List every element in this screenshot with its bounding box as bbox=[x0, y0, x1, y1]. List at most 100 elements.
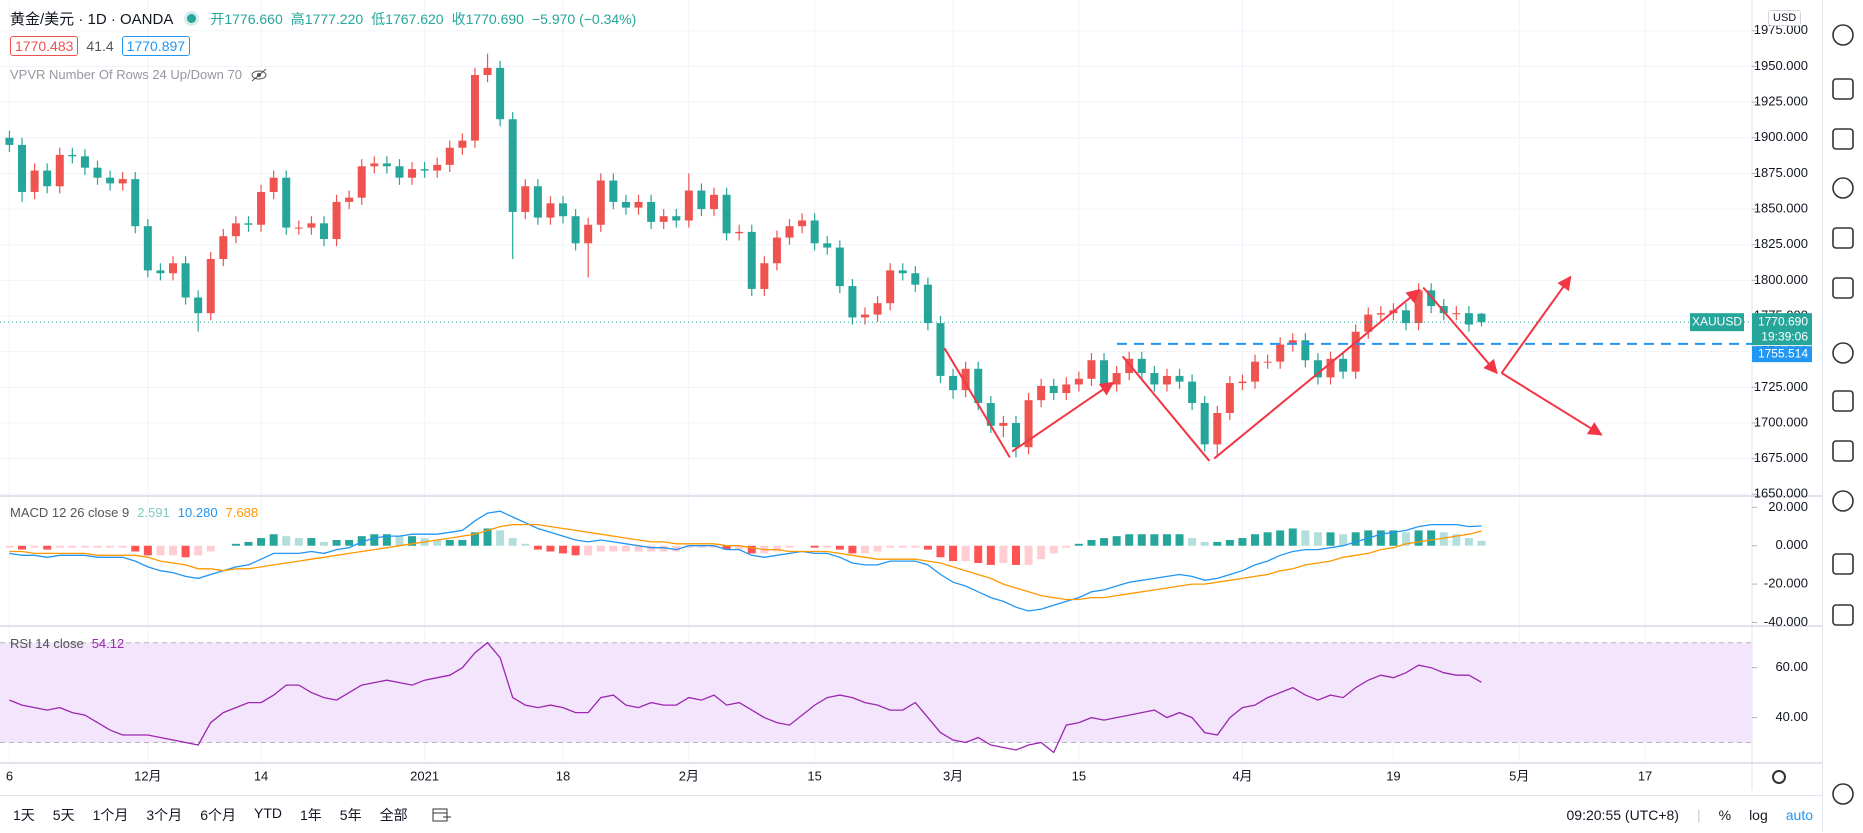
macd-histogram-bar bbox=[961, 545, 970, 562]
candle-body bbox=[508, 119, 517, 212]
sidebar-icon[interactable] bbox=[1832, 553, 1854, 575]
macd-histogram-bar bbox=[106, 545, 115, 548]
macd-histogram-bar bbox=[181, 545, 190, 558]
bid[interactable]: 1770.483 bbox=[10, 36, 79, 56]
candle-body bbox=[848, 286, 857, 318]
macd-histogram-bar bbox=[1376, 530, 1385, 546]
candle-body bbox=[257, 191, 266, 225]
level-tag-bg bbox=[1752, 346, 1812, 363]
candle-body bbox=[1376, 313, 1385, 315]
candle-body bbox=[986, 403, 995, 426]
ohlc: −5.970 (−0.34%) bbox=[531, 10, 637, 27]
macd-histogram-bar bbox=[5, 545, 14, 548]
range-button[interactable]: 1天 bbox=[13, 806, 35, 823]
sidebar-icon[interactable] bbox=[1832, 490, 1854, 512]
candle-body bbox=[546, 203, 555, 218]
y-tick-label: 1800.000 bbox=[1754, 272, 1808, 287]
candle-body bbox=[55, 154, 64, 187]
sidebar-icon[interactable] bbox=[1832, 604, 1854, 626]
range-button[interactable]: 5年 bbox=[339, 806, 362, 823]
macd-histogram-bar bbox=[1452, 534, 1461, 546]
macd-histogram-bar bbox=[521, 543, 530, 546]
macd-histogram-bar bbox=[206, 545, 215, 552]
auto-toggle[interactable]: auto bbox=[1785, 806, 1813, 823]
candle-body bbox=[1288, 340, 1297, 345]
candle-body bbox=[1150, 373, 1159, 385]
macd-histogram-bar bbox=[55, 545, 64, 548]
macd-histogram-bar bbox=[319, 541, 328, 546]
macd-histogram-bar bbox=[1024, 545, 1033, 565]
candle-body bbox=[445, 147, 454, 165]
candle-body bbox=[798, 220, 807, 227]
candle-body bbox=[80, 156, 89, 168]
macd-histogram-bar bbox=[533, 545, 542, 550]
range-button[interactable]: 6个月 bbox=[200, 806, 236, 823]
candle-body bbox=[231, 223, 240, 237]
y-tick-label: 1950.000 bbox=[1754, 58, 1808, 73]
macd-histogram-bar bbox=[18, 545, 27, 550]
sidebar-icon[interactable] bbox=[1832, 277, 1854, 299]
candle-body bbox=[1175, 375, 1184, 382]
goto-icon[interactable] bbox=[431, 806, 453, 824]
y-tick-label: 1650.000 bbox=[1754, 486, 1808, 501]
arrow bbox=[1011, 381, 1115, 453]
candle-body bbox=[5, 137, 14, 145]
candle-body bbox=[156, 270, 165, 274]
candle-body bbox=[370, 163, 379, 167]
sidebar-icon[interactable] bbox=[1832, 390, 1854, 412]
sidebar-icon[interactable] bbox=[1832, 342, 1854, 364]
range-button[interactable]: 3个月 bbox=[146, 806, 183, 823]
macd-histogram-bar bbox=[785, 545, 794, 548]
annotation-arrows bbox=[943, 275, 1603, 462]
quote-row: 1770.483 41.4 1770.897 bbox=[10, 36, 191, 56]
sidebar-icon[interactable] bbox=[1832, 128, 1854, 150]
candle-body bbox=[168, 263, 177, 274]
log-toggle[interactable]: log bbox=[1749, 806, 1768, 823]
candle-body bbox=[357, 166, 366, 198]
macd-histogram-bar bbox=[886, 545, 895, 548]
sidebar-icon[interactable] bbox=[1832, 227, 1854, 249]
x-tick-label: 4月 bbox=[1232, 768, 1252, 783]
macd-histogram-bar bbox=[1125, 534, 1134, 546]
range-button[interactable]: YTD bbox=[253, 804, 282, 821]
candle-body bbox=[294, 227, 303, 229]
sidebar-icon[interactable] bbox=[1832, 440, 1854, 462]
candle-body bbox=[483, 67, 492, 76]
macd-histogram-bar bbox=[345, 539, 354, 546]
sidebar-icon[interactable] bbox=[1832, 177, 1854, 199]
sidebar-icon[interactable] bbox=[1832, 78, 1854, 100]
x-tick-label: 3月 bbox=[943, 768, 963, 783]
range-button[interactable]: 1个月 bbox=[92, 806, 129, 823]
candle-body bbox=[1326, 358, 1335, 378]
y-tick-label: 1925.000 bbox=[1754, 94, 1808, 109]
candle-body bbox=[1162, 375, 1171, 385]
candle-body bbox=[772, 237, 781, 264]
countdown: 19:39:06 bbox=[1761, 329, 1808, 343]
macd-histogram-bar bbox=[1238, 538, 1247, 546]
percent-toggle[interactable]: % bbox=[1718, 806, 1732, 823]
sidebar-icon[interactable] bbox=[1832, 783, 1854, 805]
candle-body bbox=[596, 180, 605, 225]
candle-body bbox=[18, 144, 27, 192]
range-button[interactable]: 全部 bbox=[379, 806, 408, 823]
y-tick-label: 1875.000 bbox=[1754, 165, 1808, 180]
macd-histogram-bar bbox=[697, 545, 706, 548]
macd-histogram-bar bbox=[1339, 534, 1348, 546]
range-button[interactable]: 5天 bbox=[52, 806, 75, 823]
ask[interactable]: 1770.897 bbox=[121, 36, 191, 56]
macd-histogram-bar bbox=[1301, 530, 1310, 546]
macd-histogram-bar bbox=[294, 538, 303, 546]
arrow bbox=[1213, 288, 1421, 460]
candle-body bbox=[1276, 344, 1285, 362]
range-button[interactable]: 1年 bbox=[299, 806, 322, 823]
macd-histogram-bar bbox=[571, 545, 580, 556]
currency[interactable]: USD bbox=[1768, 10, 1802, 26]
macd-histogram-bar bbox=[470, 532, 479, 546]
candle-body bbox=[395, 166, 404, 178]
candle-body bbox=[810, 220, 819, 244]
candle-body bbox=[949, 375, 958, 391]
candle-body bbox=[1339, 358, 1348, 372]
sidebar-icon[interactable] bbox=[1832, 24, 1854, 46]
y-tick-label: 20.000 bbox=[1768, 499, 1808, 514]
hide-icon[interactable] bbox=[250, 68, 268, 82]
